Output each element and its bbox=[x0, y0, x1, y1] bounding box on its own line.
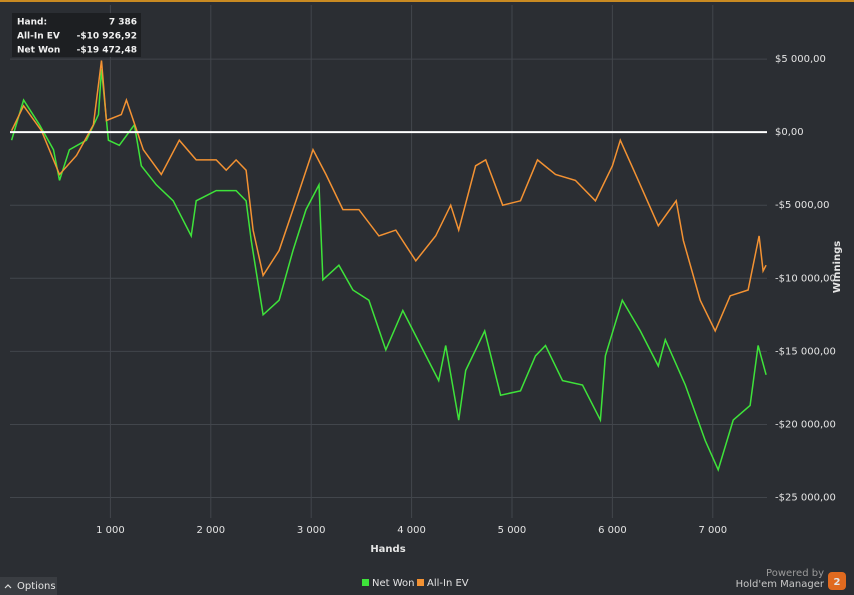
options-icon[interactable] bbox=[4, 584, 12, 589]
powered-by: Powered by bbox=[766, 568, 824, 579]
series-line bbox=[10, 69, 767, 472]
options-bg[interactable] bbox=[0, 577, 57, 595]
x-tick-label: 4 000 bbox=[397, 525, 426, 536]
logo bbox=[828, 572, 846, 590]
x-tick-label: 1 000 bbox=[96, 525, 125, 536]
brand: Hold'em Manager bbox=[736, 579, 825, 590]
y-tick-label: -$25 000,00 bbox=[775, 493, 836, 504]
legend: Net Won All-In EV bbox=[362, 578, 469, 589]
legend-label: Net Won bbox=[372, 578, 415, 589]
tooltip-value: -$19 472,48 bbox=[77, 46, 137, 56]
options-label[interactable]: Options bbox=[17, 581, 56, 592]
y-tick-label: -$10 000,00 bbox=[775, 273, 836, 284]
tooltip-label: Hand: bbox=[17, 18, 47, 28]
tooltip: Hand: 7 386 All-In EV -$10 926,92 Net Won -$1… bbox=[12, 13, 141, 57]
y-tick-label: -$5 000,00 bbox=[775, 200, 830, 211]
tooltip-label: All-In EV bbox=[17, 32, 60, 42]
tooltip-value: 7 386 bbox=[109, 18, 137, 28]
plot-area bbox=[10, 5, 767, 518]
y-tick-label: $0,00 bbox=[775, 127, 804, 138]
legend-label: All-In EV bbox=[427, 578, 469, 589]
tooltip-box bbox=[12, 13, 141, 57]
x-tick-label: 3 000 bbox=[297, 525, 326, 536]
logo-text: 2 bbox=[834, 577, 841, 588]
top-border bbox=[0, 0, 854, 2]
x-tick-label: 6 000 bbox=[598, 525, 627, 536]
series-line bbox=[10, 60, 767, 333]
x-axis-title: Hands bbox=[370, 544, 405, 555]
legend-swatch bbox=[362, 579, 369, 586]
y-tick-label: -$15 000,00 bbox=[775, 346, 836, 357]
x-tick-label: 7 000 bbox=[698, 525, 727, 536]
y-axis-title: Winnings bbox=[832, 241, 843, 293]
y-tick-label: $5 000,00 bbox=[775, 54, 826, 65]
options-button[interactable]: Options bbox=[0, 577, 57, 595]
x-tick-label: 5 000 bbox=[498, 525, 527, 536]
x-tick-label: 2 000 bbox=[196, 525, 225, 536]
y-tick-label: -$20 000,00 bbox=[775, 419, 836, 430]
tooltip-value: -$10 926,92 bbox=[77, 32, 137, 42]
tooltip-label: Net Won bbox=[17, 46, 60, 56]
legend-swatch bbox=[417, 579, 424, 586]
